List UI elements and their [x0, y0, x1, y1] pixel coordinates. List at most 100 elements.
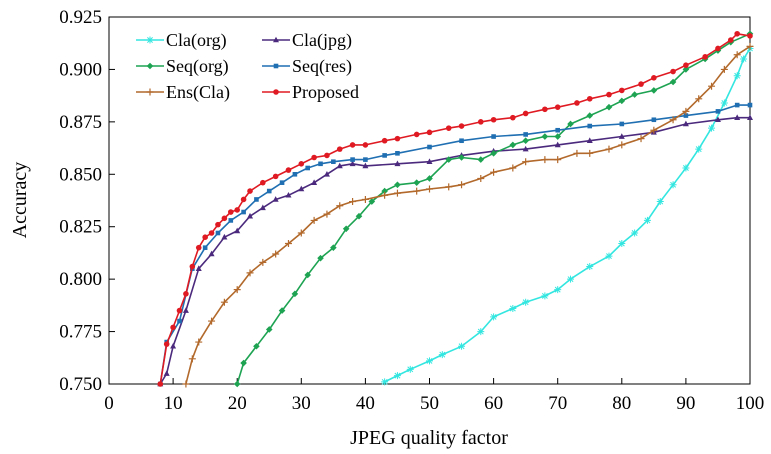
data-point-ens-cla	[720, 65, 728, 73]
data-point-cla-jpg	[336, 162, 343, 169]
data-point-proposed	[157, 381, 164, 387]
data-point-proposed	[163, 341, 170, 347]
data-point-seq-res	[318, 161, 323, 167]
data-point-cla-org	[669, 181, 677, 189]
data-point-proposed	[586, 95, 593, 102]
data-point-cla-org	[631, 229, 639, 237]
data-point-proposed	[381, 137, 388, 144]
data-point-proposed	[734, 30, 740, 37]
data-point-seq-org	[304, 271, 312, 279]
legend-item-proposed: Proposed	[262, 82, 359, 102]
series-proposed	[157, 30, 753, 387]
data-point-seq-org	[342, 225, 350, 233]
data-point-seq-org	[413, 179, 420, 186]
x-tick-label: 30	[292, 393, 311, 414]
data-point-seq-org	[355, 212, 363, 220]
legend-item-ens-cla: Ens(Cla)	[136, 82, 230, 103]
legend-swatch-marker	[146, 62, 154, 70]
data-point-ens-cla	[259, 258, 267, 266]
data-point-proposed	[215, 221, 221, 228]
x-tick-label: 20	[228, 393, 247, 414]
data-point-cla-jpg	[682, 120, 689, 127]
data-point-proposed	[670, 68, 676, 75]
data-point-cla-org	[740, 55, 748, 63]
data-point-ens-cla	[522, 158, 530, 166]
data-point-proposed	[285, 167, 292, 173]
y-axis-title: Accuracy	[9, 162, 31, 239]
legend-swatch-marker	[146, 88, 154, 96]
series-line-seq-org	[236, 33, 751, 385]
data-point-proposed	[260, 179, 266, 186]
data-point-seq-org	[509, 141, 517, 149]
legend-swatch-marker	[273, 63, 279, 69]
x-tick-label: 0	[104, 393, 114, 414]
data-point-cla-jpg	[221, 233, 228, 240]
data-point-ens-cla	[554, 156, 562, 164]
data-point-proposed	[394, 135, 401, 142]
data-point-proposed	[324, 152, 330, 159]
data-point-seq-res	[363, 157, 368, 162]
data-point-ens-cla	[246, 269, 254, 277]
data-point-proposed	[651, 75, 657, 81]
data-point-ens-cla	[509, 164, 517, 172]
legend-item-cla-jpg: Cla(jpg)	[262, 30, 352, 51]
data-point-ens-cla	[458, 181, 466, 189]
y-tick-label: 0.750	[59, 374, 102, 395]
data-point-seq-org	[240, 359, 247, 367]
data-point-seq-res	[241, 209, 246, 215]
data-point-cla-jpg	[586, 137, 593, 144]
data-point-seq-res	[715, 109, 721, 114]
data-point-cla-org	[618, 239, 626, 247]
data-point-cla-jpg	[170, 342, 177, 349]
data-point-ens-cla	[188, 355, 196, 363]
data-point-ens-cla	[541, 156, 549, 164]
data-point-seq-res	[587, 123, 593, 129]
data-point-ens-cla	[220, 298, 228, 306]
series-layer	[157, 30, 754, 388]
legend-label: Cla(org)	[166, 30, 227, 51]
data-point-seq-org	[477, 156, 485, 163]
y-tick-label: 0.800	[59, 269, 102, 290]
data-point-cla-org	[695, 145, 703, 153]
data-point-seq-res	[619, 121, 625, 127]
series-line-seq-res	[159, 104, 750, 385]
data-point-proposed	[272, 173, 279, 180]
data-point-cla-jpg	[362, 162, 369, 169]
data-point-cla-org	[605, 252, 613, 260]
data-point-seq-res	[459, 138, 464, 144]
data-point-proposed	[336, 146, 343, 152]
x-tick-label: 60	[484, 393, 503, 414]
series-cla-jpg	[157, 114, 753, 387]
data-point-cla-org	[477, 328, 485, 336]
data-point-proposed	[195, 244, 202, 251]
data-point-seq-res	[266, 188, 272, 194]
data-point-cla-jpg	[182, 307, 189, 313]
data-point-seq-org	[381, 187, 388, 195]
data-point-proposed	[234, 207, 240, 213]
data-point-proposed	[176, 307, 183, 314]
data-point-ens-cla	[605, 145, 613, 153]
data-point-proposed	[574, 100, 580, 106]
series-cla-org	[381, 44, 754, 386]
data-point-seq-res	[254, 197, 259, 202]
data-point-seq-org	[265, 326, 273, 333]
data-point-cla-jpg	[714, 116, 721, 123]
data-point-proposed	[747, 33, 753, 39]
data-point-cla-jpg	[554, 141, 561, 148]
legend-item-seq-res: Seq(res)	[262, 56, 352, 77]
data-point-seq-org	[650, 87, 658, 94]
legend-label: Cla(jpg)	[292, 30, 352, 51]
data-point-seq-org	[330, 244, 337, 251]
data-point-ens-cla	[650, 126, 658, 134]
data-point-seq-res	[747, 102, 753, 108]
data-point-ens-cla	[393, 189, 401, 197]
data-point-seq-org	[631, 91, 638, 98]
data-point-seq-org	[458, 154, 465, 161]
data-point-ens-cla	[297, 229, 305, 237]
series-line-ens-cla	[185, 45, 751, 385]
data-point-seq-org	[618, 97, 626, 105]
data-point-ens-cla	[272, 250, 280, 258]
data-point-ens-cla	[695, 95, 703, 103]
data-point-seq-org	[541, 133, 549, 140]
data-point-ens-cla	[445, 183, 453, 191]
